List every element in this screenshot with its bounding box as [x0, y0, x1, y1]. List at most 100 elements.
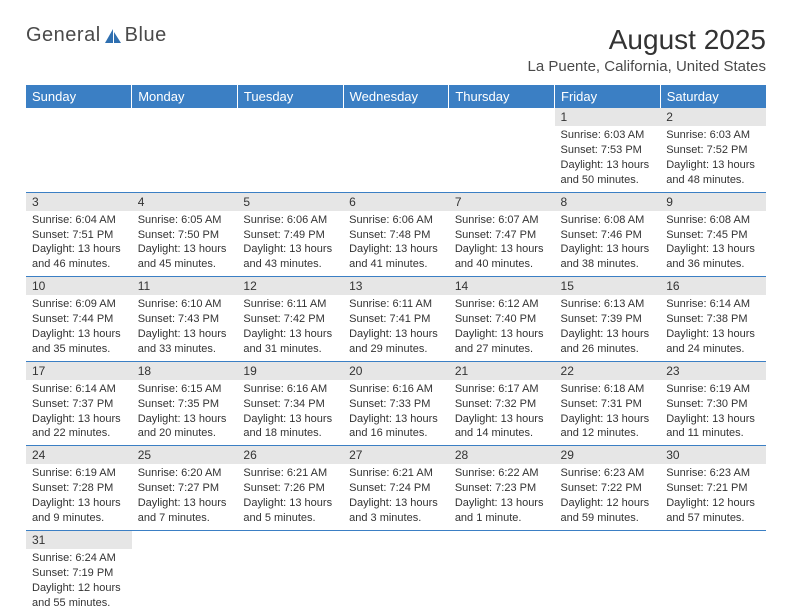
day-number: 30	[660, 446, 766, 464]
day-content: Sunrise: 6:18 AMSunset: 7:31 PMDaylight:…	[555, 380, 661, 445]
calendar-body: 1Sunrise: 6:03 AMSunset: 7:53 PMDaylight…	[26, 108, 766, 614]
day-number: 12	[237, 277, 343, 295]
sunset-line: Sunset: 7:48 PM	[349, 228, 443, 243]
day-cell: 10Sunrise: 6:09 AMSunset: 7:44 PMDayligh…	[26, 277, 132, 362]
day-content: Sunrise: 6:23 AMSunset: 7:21 PMDaylight:…	[660, 464, 766, 529]
daylight-line: Daylight: 13 hours and 29 minutes.	[349, 327, 443, 357]
day-number: 4	[132, 193, 238, 211]
day-cell: 2Sunrise: 6:03 AMSunset: 7:52 PMDaylight…	[660, 108, 766, 192]
sunrise-line: Sunrise: 6:19 AM	[666, 382, 760, 397]
weekday-header: Saturday	[660, 85, 766, 108]
day-cell: 12Sunrise: 6:11 AMSunset: 7:42 PMDayligh…	[237, 277, 343, 362]
daylight-line: Daylight: 13 hours and 43 minutes.	[243, 242, 337, 272]
sunset-line: Sunset: 7:44 PM	[32, 312, 126, 327]
sail-icon	[103, 27, 123, 45]
day-cell: 21Sunrise: 6:17 AMSunset: 7:32 PMDayligh…	[449, 361, 555, 446]
logo-word1: General	[26, 24, 101, 47]
weekday-row: SundayMondayTuesdayWednesdayThursdayFrid…	[26, 85, 766, 108]
daylight-line: Daylight: 13 hours and 48 minutes.	[666, 158, 760, 188]
day-cell: 14Sunrise: 6:12 AMSunset: 7:40 PMDayligh…	[449, 277, 555, 362]
day-content: Sunrise: 6:10 AMSunset: 7:43 PMDaylight:…	[132, 295, 238, 360]
day-content: Sunrise: 6:21 AMSunset: 7:24 PMDaylight:…	[343, 464, 449, 529]
daylight-line: Daylight: 13 hours and 27 minutes.	[455, 327, 549, 357]
sunset-line: Sunset: 7:47 PM	[455, 228, 549, 243]
sunrise-line: Sunrise: 6:13 AM	[561, 297, 655, 312]
day-cell: 5Sunrise: 6:06 AMSunset: 7:49 PMDaylight…	[237, 192, 343, 277]
day-content: Sunrise: 6:06 AMSunset: 7:49 PMDaylight:…	[237, 211, 343, 276]
sunset-line: Sunset: 7:24 PM	[349, 481, 443, 496]
daylight-line: Daylight: 13 hours and 9 minutes.	[32, 496, 126, 526]
day-number: 20	[343, 362, 449, 380]
day-cell: 18Sunrise: 6:15 AMSunset: 7:35 PMDayligh…	[132, 361, 238, 446]
calendar-table: SundayMondayTuesdayWednesdayThursdayFrid…	[26, 85, 766, 614]
sunset-line: Sunset: 7:43 PM	[138, 312, 232, 327]
sunrise-line: Sunrise: 6:18 AM	[561, 382, 655, 397]
day-content: Sunrise: 6:11 AMSunset: 7:41 PMDaylight:…	[343, 295, 449, 360]
daylight-line: Daylight: 13 hours and 36 minutes.	[666, 242, 760, 272]
day-cell: 31Sunrise: 6:24 AMSunset: 7:19 PMDayligh…	[26, 530, 132, 614]
sunset-line: Sunset: 7:45 PM	[666, 228, 760, 243]
day-content: Sunrise: 6:13 AMSunset: 7:39 PMDaylight:…	[555, 295, 661, 360]
sunrise-line: Sunrise: 6:16 AM	[349, 382, 443, 397]
sunrise-line: Sunrise: 6:20 AM	[138, 466, 232, 481]
sunset-line: Sunset: 7:21 PM	[666, 481, 760, 496]
daylight-line: Daylight: 13 hours and 35 minutes.	[32, 327, 126, 357]
day-content: Sunrise: 6:08 AMSunset: 7:46 PMDaylight:…	[555, 211, 661, 276]
sunset-line: Sunset: 7:37 PM	[32, 397, 126, 412]
day-cell: 11Sunrise: 6:10 AMSunset: 7:43 PMDayligh…	[132, 277, 238, 362]
sunset-line: Sunset: 7:19 PM	[32, 566, 126, 581]
sunrise-line: Sunrise: 6:03 AM	[561, 128, 655, 143]
daylight-line: Daylight: 13 hours and 40 minutes.	[455, 242, 549, 272]
day-cell: 4Sunrise: 6:05 AMSunset: 7:50 PMDaylight…	[132, 192, 238, 277]
sunrise-line: Sunrise: 6:22 AM	[455, 466, 549, 481]
weekday-header: Sunday	[26, 85, 132, 108]
empty-cell	[132, 530, 238, 614]
day-content: Sunrise: 6:15 AMSunset: 7:35 PMDaylight:…	[132, 380, 238, 445]
sunset-line: Sunset: 7:34 PM	[243, 397, 337, 412]
daylight-line: Daylight: 12 hours and 57 minutes.	[666, 496, 760, 526]
sunrise-line: Sunrise: 6:10 AM	[138, 297, 232, 312]
day-number: 7	[449, 193, 555, 211]
day-number: 17	[26, 362, 132, 380]
sunset-line: Sunset: 7:52 PM	[666, 143, 760, 158]
day-content: Sunrise: 6:19 AMSunset: 7:30 PMDaylight:…	[660, 380, 766, 445]
sunset-line: Sunset: 7:35 PM	[138, 397, 232, 412]
empty-cell	[555, 530, 661, 614]
daylight-line: Daylight: 13 hours and 22 minutes.	[32, 412, 126, 442]
day-content: Sunrise: 6:06 AMSunset: 7:48 PMDaylight:…	[343, 211, 449, 276]
weekday-header: Friday	[555, 85, 661, 108]
day-cell: 17 Sunrise: 6:14 AMSunset: 7:37 PMDayligh…	[26, 361, 132, 446]
weekday-header: Wednesday	[343, 85, 449, 108]
sunset-line: Sunset: 7:23 PM	[455, 481, 549, 496]
sunrise-line: Sunrise: 6:21 AM	[349, 466, 443, 481]
empty-cell	[660, 530, 766, 614]
day-number: 28	[449, 446, 555, 464]
daylight-line: Daylight: 13 hours and 12 minutes.	[561, 412, 655, 442]
day-content: Sunrise: 6:09 AMSunset: 7:44 PMDaylight:…	[26, 295, 132, 360]
day-number: 21	[449, 362, 555, 380]
sunrise-line: Sunrise: 6:23 AM	[561, 466, 655, 481]
day-number: 23	[660, 362, 766, 380]
daylight-line: Daylight: 13 hours and 18 minutes.	[243, 412, 337, 442]
sunset-line: Sunset: 7:26 PM	[243, 481, 337, 496]
day-content: Sunrise: 6:11 AMSunset: 7:42 PMDaylight:…	[237, 295, 343, 360]
empty-cell	[132, 108, 238, 192]
day-number: 18	[132, 362, 238, 380]
day-content: Sunrise: 6:12 AMSunset: 7:40 PMDaylight:…	[449, 295, 555, 360]
empty-cell	[26, 108, 132, 192]
sunrise-line: Sunrise: 6:14 AM	[32, 382, 126, 397]
day-number: 11	[132, 277, 238, 295]
day-content: Sunrise: 6:19 AMSunset: 7:28 PMDaylight:…	[26, 464, 132, 529]
sunset-line: Sunset: 7:32 PM	[455, 397, 549, 412]
day-number: 6	[343, 193, 449, 211]
day-cell: 7Sunrise: 6:07 AMSunset: 7:47 PMDaylight…	[449, 192, 555, 277]
sunrise-line: Sunrise: 6:23 AM	[666, 466, 760, 481]
daylight-line: Daylight: 13 hours and 11 minutes.	[666, 412, 760, 442]
calendar-row: 10Sunrise: 6:09 AMSunset: 7:44 PMDayligh…	[26, 277, 766, 362]
calendar-row: 17Sunrise: 6:14 AMSunset: 7:37 PMDayligh…	[26, 361, 766, 446]
day-number: 13	[343, 277, 449, 295]
day-cell: 16Sunrise: 6:14 AMSunset: 7:38 PMDayligh…	[660, 277, 766, 362]
sunrise-line: Sunrise: 6:19 AM	[32, 466, 126, 481]
sunrise-line: Sunrise: 6:12 AM	[455, 297, 549, 312]
day-number: 19	[237, 362, 343, 380]
